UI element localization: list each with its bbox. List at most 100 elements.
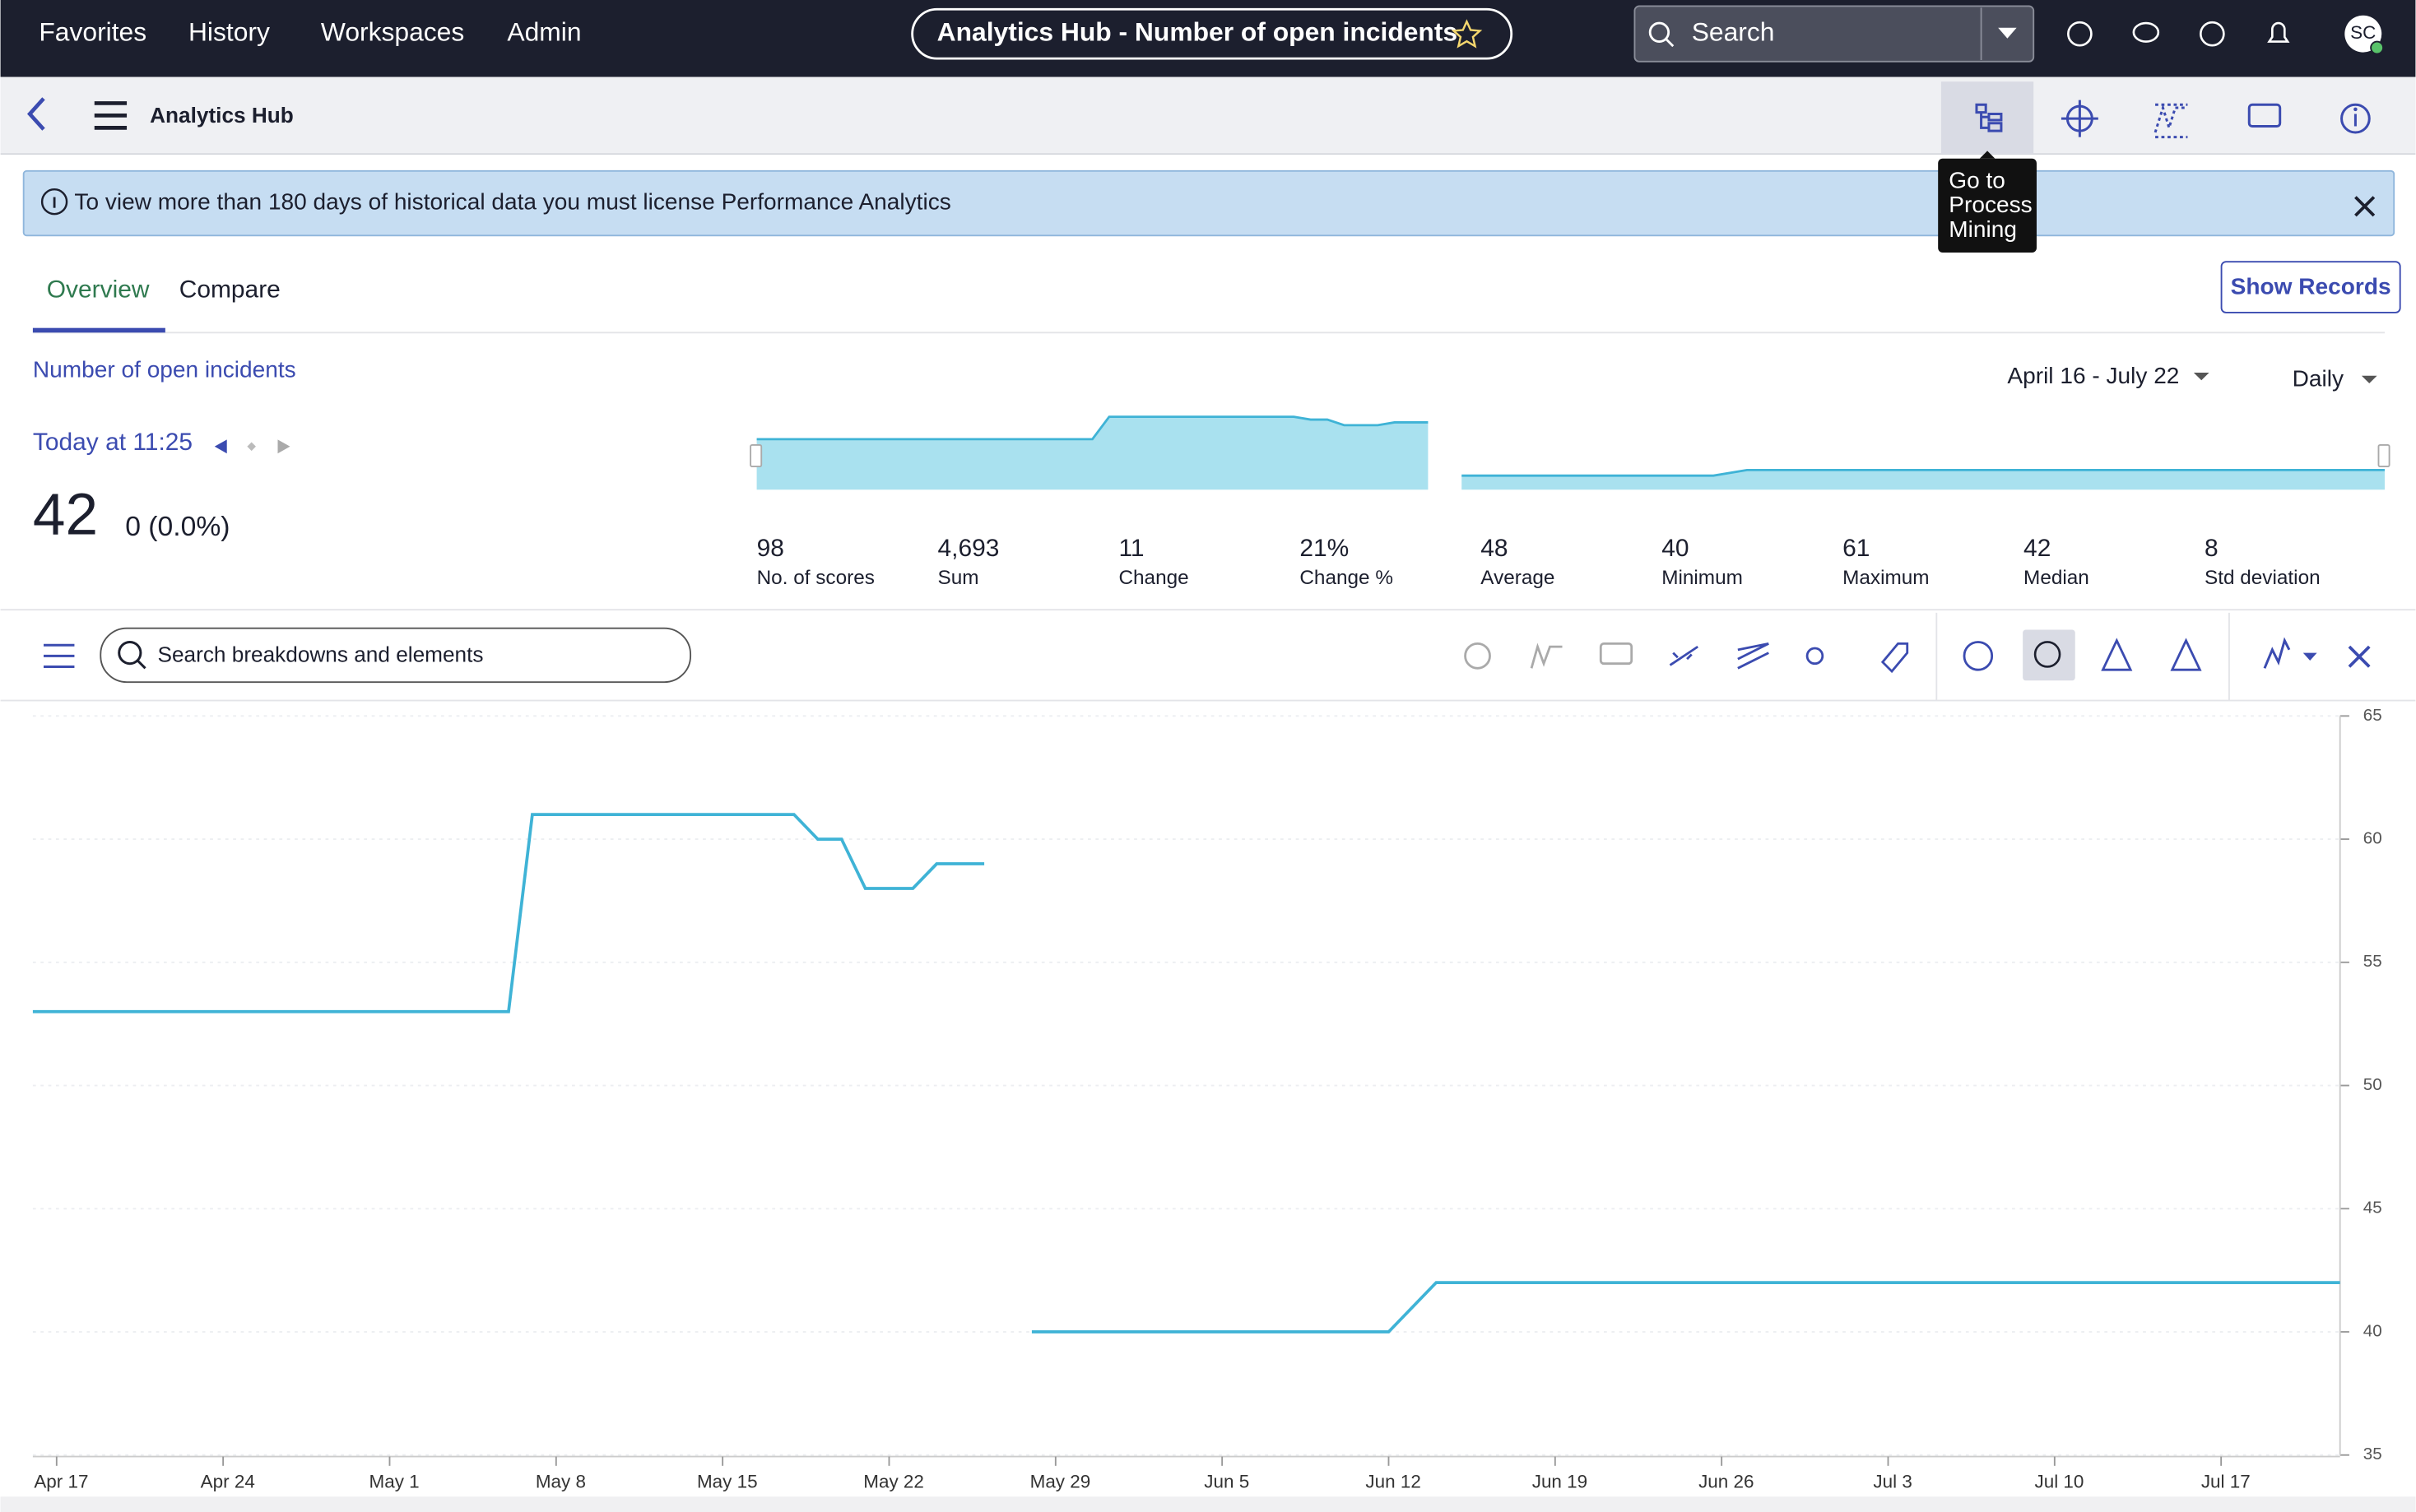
trend-button[interactable] <box>2153 103 2188 139</box>
comment-tool[interactable] <box>1599 642 1633 666</box>
target-tool[interactable] <box>1464 642 1491 670</box>
title-pill[interactable] <box>911 7 1513 60</box>
stat-label: Sum <box>938 567 979 589</box>
breakdown-placeholder: Search breakdowns and elements <box>158 642 484 666</box>
score-time: Today at 11:25 <box>33 429 193 456</box>
tab-active[interactable]: Overview <box>47 276 150 304</box>
x-tick-label: May 29 <box>1030 1471 1091 1491</box>
y-tick-label: 45 <box>2363 1199 2382 1217</box>
chart-type-tool[interactable] <box>2263 637 2291 669</box>
stat-value: 40 <box>1661 535 1689 562</box>
dropdown-arrow[interactable] <box>2361 375 2377 384</box>
dropdown-arrow[interactable] <box>2193 372 2209 381</box>
tooltip-line: Mining <box>1949 216 2017 242</box>
banner-icon <box>40 188 68 216</box>
avatar-initials: SC <box>2350 22 2376 43</box>
range-handle[interactable] <box>2377 443 2390 468</box>
band-tool[interactable] <box>1737 642 1769 670</box>
tooltip <box>1979 151 1996 159</box>
y-tick-label: 65 <box>2363 706 2382 725</box>
dropdown-arrow[interactable] <box>1998 27 2017 39</box>
x-tick-label: Jun 19 <box>1532 1471 1587 1491</box>
score-change: 0 (0.0%) <box>125 512 230 542</box>
delta-tool[interactable] <box>2101 638 2202 671</box>
stat-label: Median <box>2023 567 2089 589</box>
overview-line <box>1461 468 2385 477</box>
breakdown-list-button[interactable] <box>44 643 75 668</box>
search-icon <box>1648 21 1670 43</box>
x-tick-label: Apr 24 <box>201 1471 255 1491</box>
toolbar <box>0 77 2416 155</box>
tab-indicator <box>32 327 165 333</box>
range-handle[interactable] <box>750 443 763 468</box>
dropdown-arrow[interactable] <box>2302 652 2317 661</box>
x-tick-label: May 22 <box>863 1471 924 1491</box>
x-tick-label: Jul 17 <box>2201 1471 2251 1491</box>
globe-icon[interactable] <box>2067 21 2093 47</box>
favorite-star[interactable] <box>1451 19 1483 49</box>
forecast-tool[interactable] <box>1805 647 1824 666</box>
close-tool[interactable] <box>2348 645 2371 668</box>
tab[interactable]: Compare <box>179 276 281 304</box>
stat-label: Change <box>1118 567 1188 589</box>
overview-line-area <box>756 416 1429 490</box>
y-tick-label: 55 <box>2363 952 2382 971</box>
x-tick-label: Jul 10 <box>2034 1471 2084 1491</box>
info-banner <box>22 169 2395 237</box>
tooltip-line: Go to <box>1949 167 2005 192</box>
yoy-tool[interactable] <box>1963 641 1994 671</box>
nav-item[interactable]: History <box>188 17 270 47</box>
y-tick-label: 60 <box>2363 829 2382 848</box>
y-tick-label: 50 <box>2363 1075 2382 1094</box>
search-placeholder: Search <box>1692 17 1775 47</box>
indicator-name[interactable]: Number of open incidents <box>33 356 296 382</box>
nav-item[interactable]: Admin <box>507 17 581 47</box>
banner-close[interactable] <box>2354 196 2376 217</box>
stat-label: Maximum <box>1842 567 1929 589</box>
x-tick-label: May 15 <box>697 1471 758 1491</box>
next-button[interactable] <box>277 439 290 454</box>
breakdown-search[interactable] <box>100 627 692 684</box>
page-title: Analytics Hub - Number of open incidents <box>937 17 1457 47</box>
search-icon <box>137 659 146 670</box>
tag-tool[interactable] <box>1880 642 1909 674</box>
info-button <box>2353 107 2358 112</box>
show-records-button[interactable] <box>2220 261 2401 313</box>
comment-button[interactable] <box>2247 103 2282 128</box>
stat-label: Std deviation <box>2205 567 2321 589</box>
stat-value: 8 <box>2205 535 2219 562</box>
x-tick-label: Jun 26 <box>1698 1471 1754 1491</box>
x-tick-label: May 8 <box>536 1471 586 1491</box>
back-button[interactable] <box>27 97 45 131</box>
frequency[interactable]: Daily <box>2293 366 2344 392</box>
info-button[interactable] <box>2340 103 2371 134</box>
series-line <box>1031 1281 2340 1333</box>
status-dot <box>2370 40 2385 55</box>
trend-tool[interactable] <box>1530 642 1563 669</box>
stat-value: 42 <box>2023 535 2051 562</box>
footer-strip <box>0 1496 2416 1512</box>
nav-item[interactable]: Favorites <box>39 17 146 47</box>
prev-button[interactable] <box>214 439 227 454</box>
x-tick-label: Jun 12 <box>1365 1471 1420 1491</box>
banner-text: To view more than 180 days of historical… <box>74 188 950 214</box>
stat-label: Change % <box>1299 567 1393 589</box>
tooltip <box>1938 158 2037 253</box>
stat-value: 11 <box>1118 535 1144 562</box>
target-button[interactable] <box>2061 100 2098 137</box>
menu-button[interactable] <box>94 101 128 130</box>
series-line <box>32 813 985 1013</box>
dot <box>247 442 256 452</box>
help-icon[interactable] <box>2199 21 2225 47</box>
chat-icon[interactable] <box>2132 21 2160 43</box>
stat-value: 21% <box>1299 535 1349 562</box>
stat-value: 98 <box>757 535 784 562</box>
search-box[interactable] <box>1633 5 2035 63</box>
sum-tool-active[interactable] <box>2023 629 2075 681</box>
nav-item[interactable]: Workspaces <box>321 17 464 47</box>
tooltip-line: Process <box>1949 192 2032 217</box>
date-range[interactable]: April 16 - July 22 <box>2007 363 2179 388</box>
scatter-tool[interactable] <box>1669 645 1698 666</box>
bell-icon[interactable] <box>2267 21 2290 43</box>
